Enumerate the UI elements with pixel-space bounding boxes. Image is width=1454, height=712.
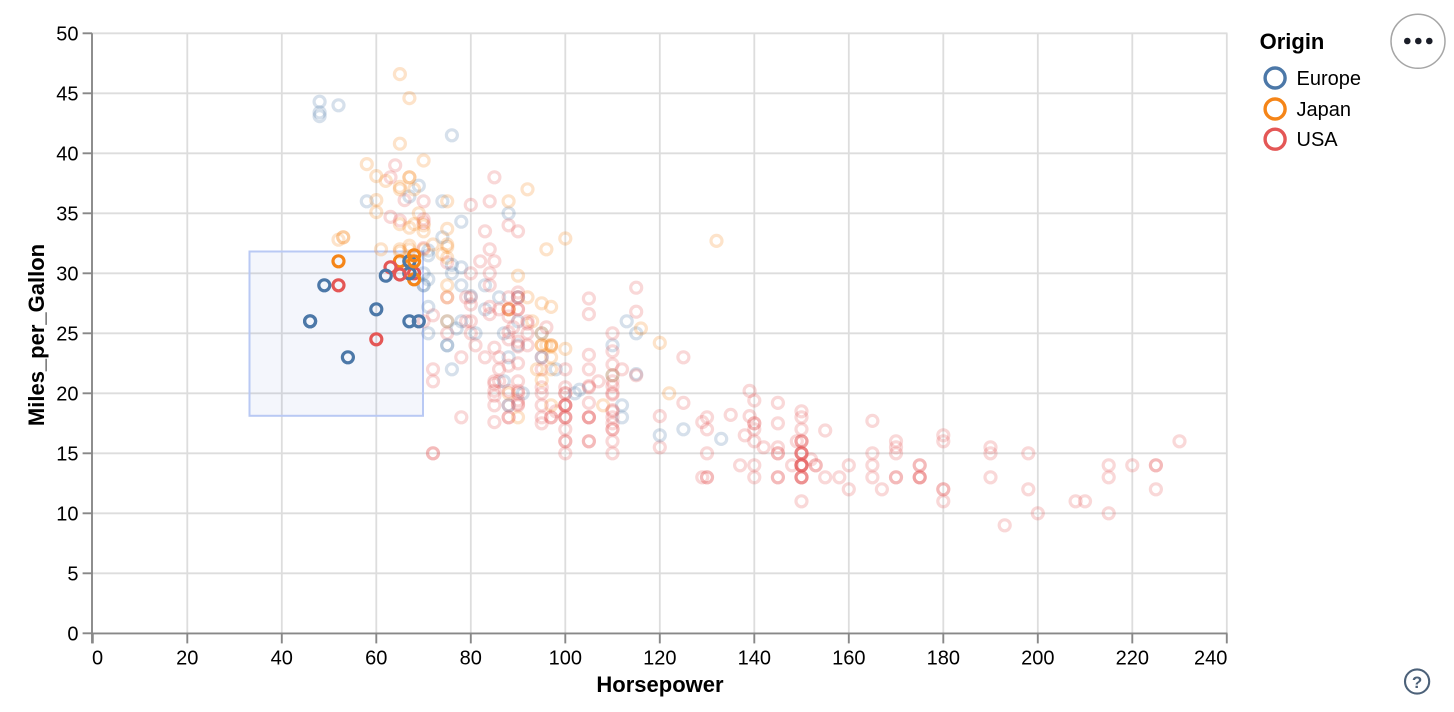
svg-text:80: 80 [460,648,482,670]
svg-text:180: 180 [927,648,960,670]
svg-text:160: 160 [832,648,865,670]
svg-text:200: 200 [1021,648,1054,670]
svg-text:25: 25 [56,323,78,345]
svg-text:50: 50 [56,23,78,45]
svg-text:40: 40 [271,648,293,670]
svg-text:Origin: Origin [1260,29,1325,54]
svg-text:Japan: Japan [1297,99,1352,121]
svg-text:10: 10 [56,503,78,525]
svg-text:USA: USA [1297,129,1339,151]
svg-text:30: 30 [56,263,78,285]
svg-text:5: 5 [67,563,78,585]
svg-text:20: 20 [56,383,78,405]
svg-text:60: 60 [365,648,387,670]
svg-text:15: 15 [56,443,78,465]
svg-text:140: 140 [738,648,771,670]
svg-text:?: ? [1412,673,1422,692]
svg-text:Horsepower: Horsepower [596,672,724,697]
svg-text:0: 0 [92,648,103,670]
svg-text:120: 120 [643,648,676,670]
svg-text:45: 45 [56,83,78,105]
svg-text:100: 100 [549,648,582,670]
svg-text:35: 35 [56,203,78,225]
svg-text:Europe: Europe [1297,68,1362,90]
svg-text:220: 220 [1116,648,1149,670]
svg-text:20: 20 [176,648,198,670]
svg-text:Miles_per_Gallon: Miles_per_Gallon [24,244,49,426]
svg-text:40: 40 [56,143,78,165]
svg-text:0: 0 [67,623,78,645]
svg-text:240: 240 [1194,648,1227,670]
